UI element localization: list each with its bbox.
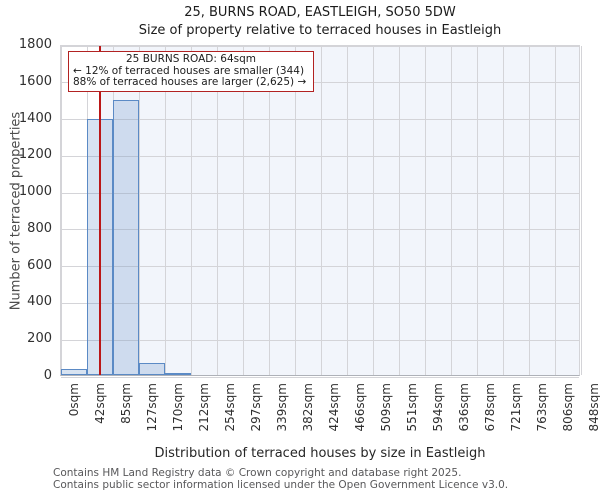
x-tick-label: 339sqm xyxy=(275,383,289,432)
grid-line-vertical xyxy=(528,46,530,375)
histogram-bar xyxy=(61,368,87,375)
property-size-marker-line xyxy=(99,46,102,375)
grid-line-horizontal xyxy=(61,376,579,378)
x-tick-label: 254sqm xyxy=(223,383,237,432)
x-tick-label: 509sqm xyxy=(379,383,393,432)
x-tick-label: 42sqm xyxy=(93,383,107,424)
plot-area xyxy=(60,45,582,378)
y-tick-label: 1600 xyxy=(18,73,52,89)
grid-line-horizontal xyxy=(61,45,579,47)
grid-line-vertical xyxy=(398,46,400,375)
footer-line-2: Contains public sector information licen… xyxy=(53,479,509,491)
grid-line-horizontal xyxy=(61,229,579,231)
grid-line-horizontal xyxy=(61,302,579,304)
grid-line-vertical xyxy=(190,46,192,375)
grid-line-vertical xyxy=(476,46,478,375)
annotation-smaller-stat: ← 12% of terraced houses are smaller (34… xyxy=(73,64,305,77)
x-tick-label: 678sqm xyxy=(483,383,497,432)
histogram-bar xyxy=(139,363,165,375)
y-axis-label: Number of terraced properties xyxy=(8,111,24,311)
histogram-bar xyxy=(165,372,191,375)
x-tick-label: 763sqm xyxy=(535,383,549,432)
grid-line-vertical xyxy=(242,46,244,375)
footer-attribution: Contains HM Land Registry data © Crown c… xyxy=(53,467,508,491)
grid-line-horizontal xyxy=(61,339,579,341)
grid-line-horizontal xyxy=(61,155,579,157)
x-tick-label: 170sqm xyxy=(171,383,185,432)
x-tick-label: 382sqm xyxy=(301,383,315,432)
grid-line-horizontal xyxy=(61,266,579,268)
grid-line-vertical xyxy=(372,46,374,375)
annotation-property-size: 25 BURNS ROAD: 64sqm xyxy=(126,53,256,65)
x-tick-label: 721sqm xyxy=(509,383,523,432)
annotation-larger-stat: 88% of terraced houses are larger (2,625… xyxy=(73,76,307,88)
grid-line-vertical xyxy=(268,46,270,375)
chart-subtitle: Size of property relative to terraced ho… xyxy=(138,23,502,38)
grid-line-vertical xyxy=(320,46,322,375)
annotation-box: 25 BURNS ROAD: 64sqm ← 12% of terraced h… xyxy=(68,51,314,92)
grid-line-vertical xyxy=(294,46,296,375)
x-tick-label: 466sqm xyxy=(353,383,367,432)
y-tick-label: 1800 xyxy=(18,37,52,52)
y-tick-label: 1000 xyxy=(18,184,52,200)
grid-line-vertical xyxy=(164,46,166,375)
histogram-bar xyxy=(113,100,139,375)
grid-line-vertical xyxy=(554,46,556,375)
x-tick-label: 127sqm xyxy=(145,383,159,432)
y-tick-label: 200 xyxy=(27,331,52,347)
grid-line-vertical xyxy=(424,46,426,375)
x-tick-label: 424sqm xyxy=(327,383,341,432)
x-tick-label: 848sqm xyxy=(587,383,600,432)
x-tick-label: 806sqm xyxy=(561,383,575,432)
grid-line-vertical xyxy=(580,46,582,375)
grid-line-horizontal xyxy=(61,82,579,84)
grid-line-horizontal xyxy=(61,119,579,121)
larger-than-property-region xyxy=(100,46,579,375)
grid-line-horizontal xyxy=(61,192,579,194)
y-tick-label: 1200 xyxy=(18,147,52,163)
grid-line-vertical xyxy=(450,46,452,375)
x-tick-label: 297sqm xyxy=(249,383,263,432)
y-tick-label: 1400 xyxy=(18,110,52,126)
grid-line-vertical xyxy=(346,46,348,375)
x-axis-label: Distribution of terraced houses by size … xyxy=(154,446,486,461)
grid-line-vertical xyxy=(138,46,140,375)
x-tick-label: 85sqm xyxy=(119,383,133,424)
chart-title: 25, BURNS ROAD, EASTLEIGH, SO50 5DW xyxy=(184,5,456,20)
x-tick-label: 594sqm xyxy=(431,383,445,432)
grid-line-vertical xyxy=(502,46,504,375)
grid-line-vertical xyxy=(60,46,62,375)
y-tick-label: 400 xyxy=(27,294,52,310)
footer-line-1: Contains HM Land Registry data © Crown c… xyxy=(53,467,462,479)
x-tick-label: 636sqm xyxy=(457,383,471,432)
y-tick-label: 800 xyxy=(27,220,52,236)
x-tick-label: 0sqm xyxy=(67,383,81,417)
grid-line-vertical xyxy=(216,46,218,375)
x-tick-label: 551sqm xyxy=(405,383,419,432)
x-tick-label: 212sqm xyxy=(197,383,211,432)
y-tick-label: 0 xyxy=(43,368,52,383)
y-tick-label: 600 xyxy=(27,257,52,273)
